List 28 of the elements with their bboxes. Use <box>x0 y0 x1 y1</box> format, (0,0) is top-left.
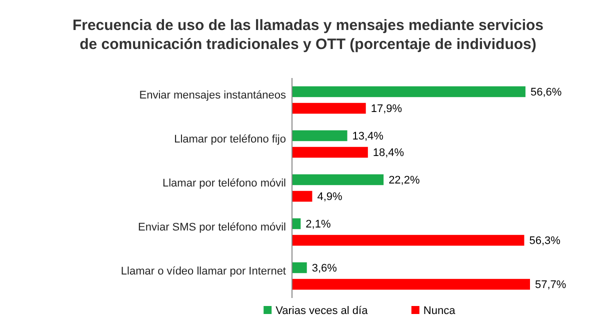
bar <box>292 86 526 98</box>
chart-title: Frecuencia de uso de las llamadas y mensajes mediante servicios de comunicación tradicionales y OTT (porcentaje de individuos) <box>72 17 544 53</box>
data-label: 18,4% <box>372 147 404 160</box>
y-tick-label: Llamar por teléfono móvil <box>162 178 286 190</box>
data-label: 4,9% <box>317 191 343 204</box>
bar <box>292 218 301 230</box>
y-tick-label: Enviar mensajes instantáneos <box>139 90 286 102</box>
bar <box>292 146 368 158</box>
data-label: 56,6% <box>530 86 562 99</box>
legend-label: Varias veces al día <box>276 304 369 317</box>
data-label: 2,1% <box>306 218 331 231</box>
data-label: 22,2% <box>388 174 420 187</box>
bar <box>292 278 530 290</box>
data-label: 56,3% <box>529 235 561 248</box>
y-tick-label: Enviar SMS por teléfono móvil <box>138 222 286 234</box>
y-tick-label: Llamar o vídeo llamar por Internet <box>120 266 286 278</box>
bar <box>292 190 312 202</box>
legend-label: Nunca <box>423 304 456 317</box>
bar <box>292 174 384 186</box>
bar <box>292 102 366 114</box>
bar <box>292 130 348 142</box>
data-label: 57,7% <box>535 279 566 292</box>
bar <box>292 262 307 274</box>
data-label: 17,9% <box>370 103 402 116</box>
bar <box>292 234 524 246</box>
y-tick-label: Llamar por teléfono fijo <box>174 134 286 146</box>
data-label: 3,6% <box>312 262 338 275</box>
data-label: 13,4% <box>352 130 384 143</box>
